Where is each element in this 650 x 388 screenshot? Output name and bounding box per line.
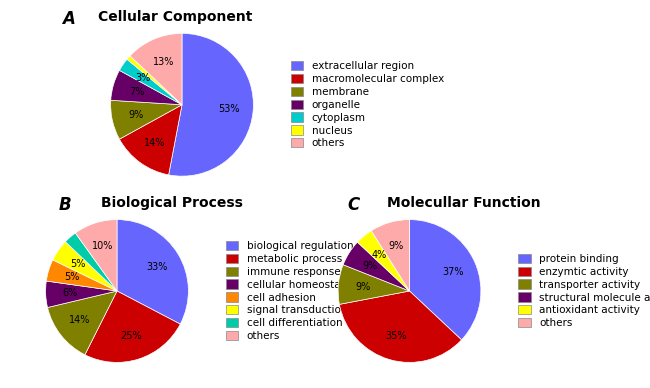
Text: 5%: 5%	[71, 259, 86, 269]
Text: 33%: 33%	[147, 262, 168, 272]
Wedge shape	[130, 33, 182, 105]
Text: 9%: 9%	[355, 282, 370, 291]
Text: 14%: 14%	[70, 315, 91, 325]
Text: 37%: 37%	[442, 267, 463, 277]
Wedge shape	[339, 291, 462, 362]
Text: 9%: 9%	[129, 110, 144, 120]
Text: 9%: 9%	[389, 241, 404, 251]
Wedge shape	[111, 70, 182, 105]
Wedge shape	[111, 100, 182, 139]
Wedge shape	[46, 260, 117, 291]
Wedge shape	[66, 233, 117, 291]
Wedge shape	[338, 265, 410, 304]
Text: 4%: 4%	[372, 250, 387, 260]
Text: A: A	[62, 10, 75, 28]
Text: 10%: 10%	[92, 241, 113, 251]
Text: 25%: 25%	[121, 331, 142, 341]
Legend: protein binding, enzymtic activity, transporter activity, structural molecule ac: protein binding, enzymtic activity, tran…	[518, 254, 650, 328]
Text: 13%: 13%	[153, 57, 174, 66]
Text: 35%: 35%	[385, 331, 407, 341]
Text: 3%: 3%	[135, 73, 151, 83]
Text: Cellular Component: Cellular Component	[98, 10, 253, 24]
Text: 6%: 6%	[62, 288, 77, 298]
Text: 5%: 5%	[64, 272, 79, 282]
Text: Biological Process: Biological Process	[101, 196, 242, 210]
Text: Molecullar Function: Molecullar Function	[387, 196, 540, 210]
Wedge shape	[127, 56, 182, 105]
Wedge shape	[120, 105, 182, 175]
Wedge shape	[53, 242, 117, 291]
Wedge shape	[75, 220, 117, 291]
Wedge shape	[358, 231, 410, 291]
Wedge shape	[371, 220, 410, 291]
Wedge shape	[343, 242, 410, 291]
Wedge shape	[168, 33, 254, 176]
Text: C: C	[348, 196, 360, 214]
Wedge shape	[85, 291, 180, 362]
Text: 9%: 9%	[362, 261, 378, 271]
Wedge shape	[117, 220, 188, 324]
Text: B: B	[58, 196, 71, 214]
Legend: biological regulation, metabolic process, immune response, cellular homeostasis,: biological regulation, metabolic process…	[226, 241, 354, 341]
Wedge shape	[47, 291, 117, 355]
Text: 7%: 7%	[129, 87, 144, 97]
Legend: extracellular region, macromolecular complex, membrane, organelle, cytoplasm, nu: extracellular region, macromolecular com…	[291, 61, 444, 148]
Text: 53%: 53%	[218, 104, 240, 114]
Wedge shape	[120, 59, 182, 105]
Wedge shape	[410, 220, 481, 340]
Wedge shape	[46, 281, 117, 308]
Text: 14%: 14%	[144, 138, 165, 148]
